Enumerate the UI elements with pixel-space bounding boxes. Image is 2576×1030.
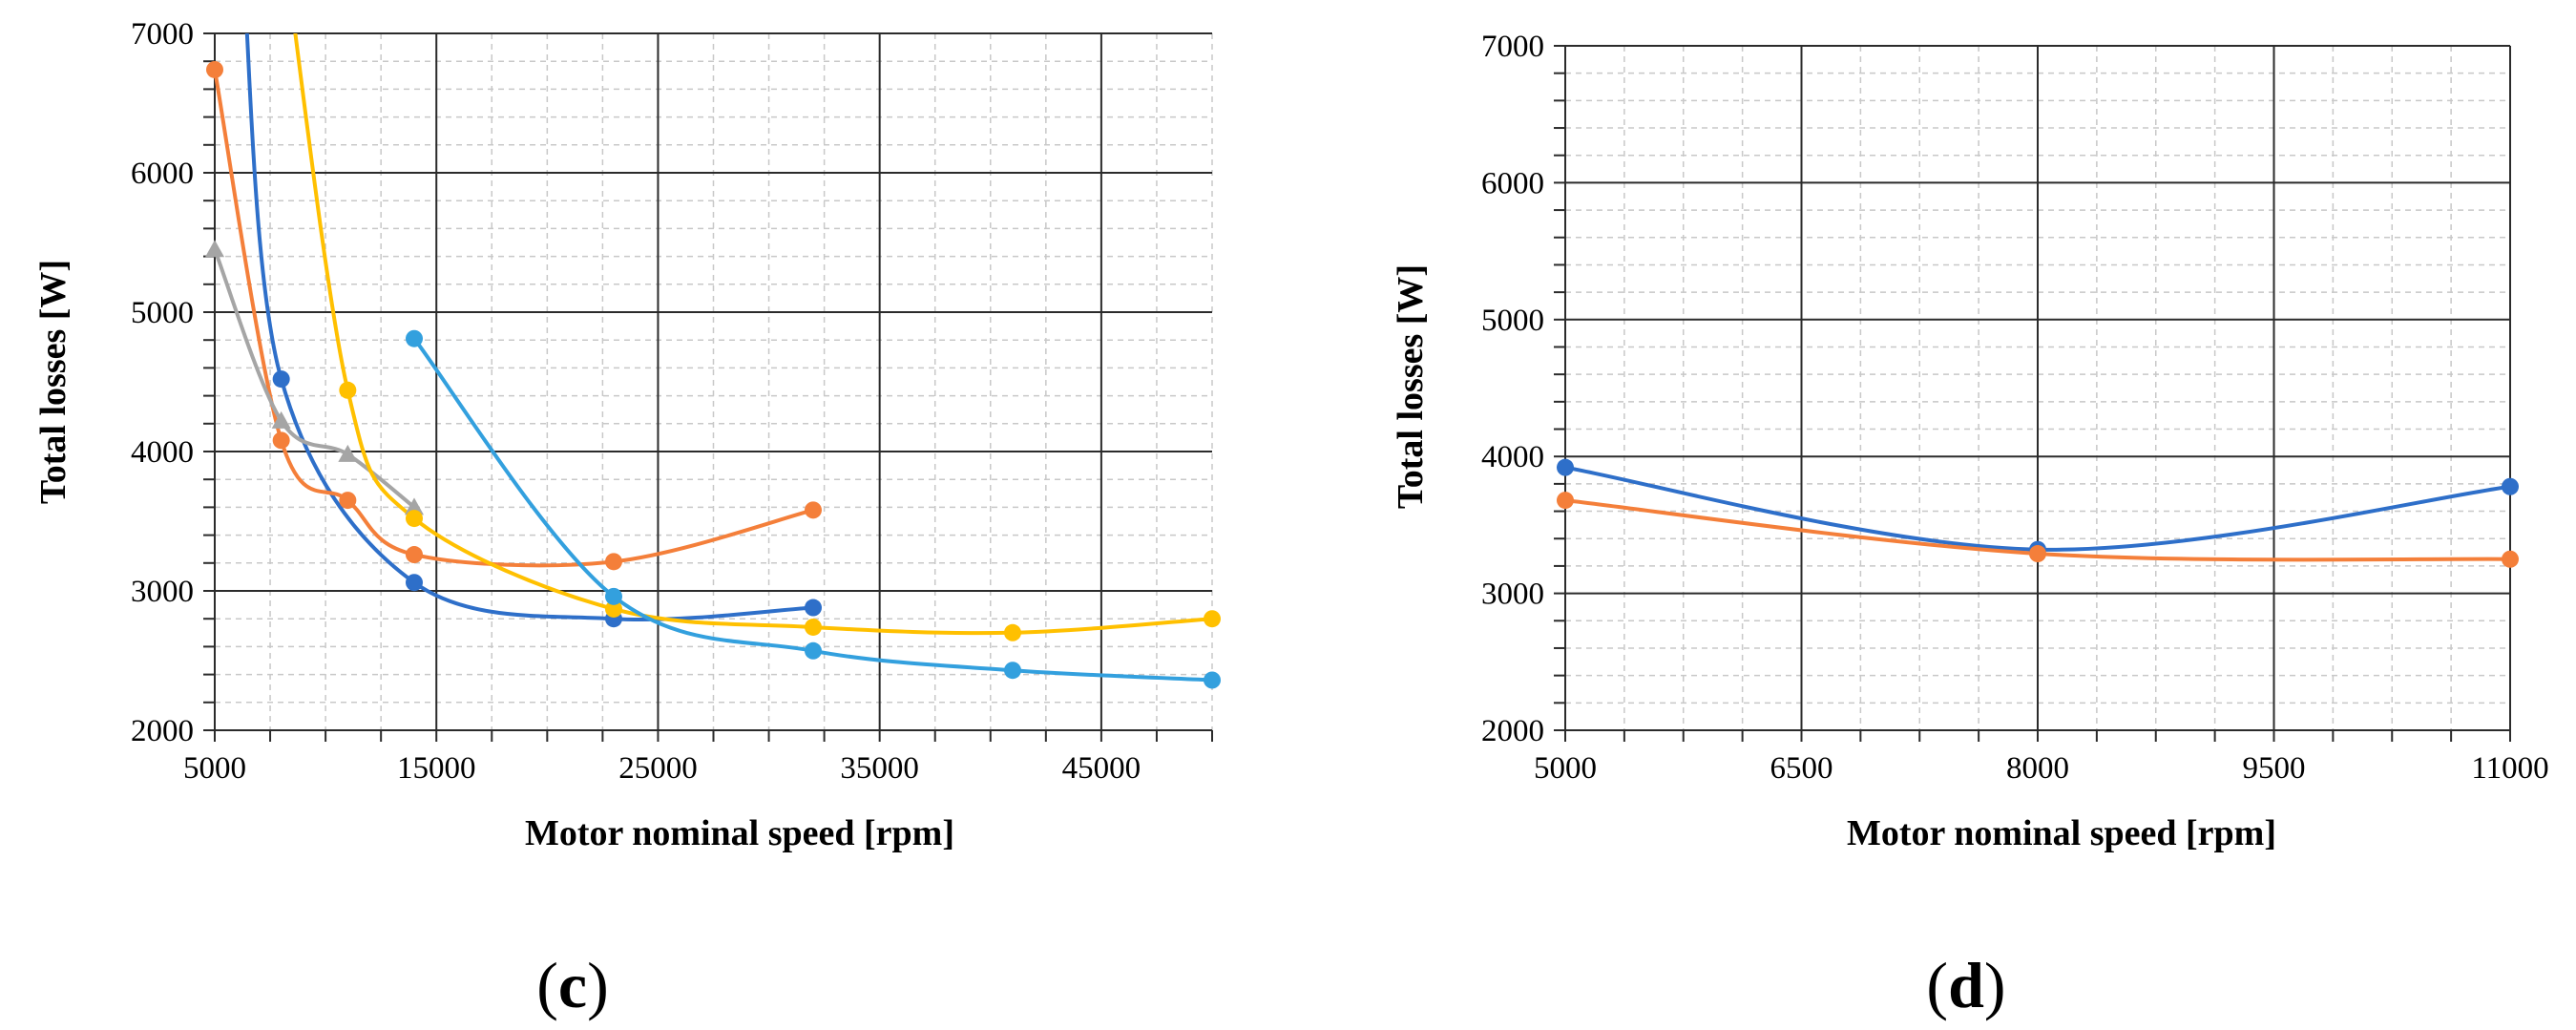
data-point [1204,610,1221,628]
y-tick-label: 4000 [131,435,194,470]
data-point [1004,623,1021,641]
chart-panel-d: 5000 6500 8000 9500 11000 2000 3000 4000 5000 600… [1391,30,2549,1021]
x-tick-label: 5000 [1534,751,1597,786]
data-point [1004,662,1021,680]
y-tick-label: 4000 [1481,440,1544,474]
series-markers-d [1557,458,2519,568]
data-point [805,599,822,617]
data-point [406,510,423,528]
data-point [338,444,358,462]
data-point [406,574,423,592]
data-point [1204,671,1221,689]
data-point [405,497,424,515]
x-tick-label: 11000 [2471,751,2548,786]
data-point [1557,492,1574,510]
data-point [2029,545,2046,563]
data-point [339,381,357,399]
data-point [271,410,291,429]
data-point [605,599,622,618]
y-tick-label: 5000 [131,296,194,330]
x-tick-label: 8000 [2006,751,2069,786]
data-point [805,641,822,660]
data-point [2502,550,2519,568]
x-tick-label: 9500 [2243,751,2306,786]
data-point [1557,458,1574,476]
panel-label-c: (c) [536,949,609,1021]
data-point [206,60,223,78]
data-point [805,501,822,519]
data-point [272,431,290,450]
x-tick-label: 5000 [183,751,246,786]
x-tick-label: 45000 [1062,751,1141,786]
data-point [406,329,423,347]
series-line-4 [293,33,1213,636]
data-point [2502,477,2519,495]
data-point [406,546,423,564]
y-tick-label: 7000 [1481,30,1544,64]
series-line-3 [213,248,416,509]
grid-d [1554,45,2511,742]
y-tick-label: 2000 [1481,714,1544,748]
grid-c [203,32,1213,742]
data-point [605,587,622,605]
y-axis-title-c: Total losses [W] [33,260,73,504]
tick-labels-c: 5000 15000 25000 35000 45000 2000 3000 4000 5000… [131,17,1141,786]
series-line-1 [244,33,814,622]
y-tick-label: 7000 [131,17,194,52]
y-tick-label: 6000 [1481,166,1544,200]
data-point [339,492,357,510]
tick-labels-d: 5000 6500 8000 9500 11000 2000 3000 4000 5000 600… [1481,30,2549,786]
data-point [205,240,224,258]
y-tick-label: 2000 [131,714,194,748]
y-tick-label: 6000 [131,157,194,191]
panel-label-d: (d) [1926,949,2005,1021]
series-line-2 [213,69,814,568]
data-point [605,553,622,571]
series-line-5 [412,337,1213,683]
data-point [805,618,822,636]
x-tick-label: 15000 [397,751,476,786]
series-markers-c [205,60,1221,689]
x-tick-label: 6500 [1770,751,1833,786]
y-tick-label: 3000 [131,575,194,609]
y-tick-label: 5000 [1481,304,1544,338]
x-tick-label: 25000 [618,751,698,786]
x-axis-title-d: Motor nominal speed [rpm] [1847,813,2276,853]
x-tick-label: 35000 [840,751,919,786]
y-tick-label: 3000 [1481,578,1544,612]
x-axis-title-c: Motor nominal speed [rpm] [525,813,954,853]
chart-panel-c: 5000 15000 25000 35000 45000 2000 3000 4000 5000… [33,17,1221,1021]
y-axis-title-d: Total losses [W] [1391,264,1431,509]
data-point [272,370,290,389]
